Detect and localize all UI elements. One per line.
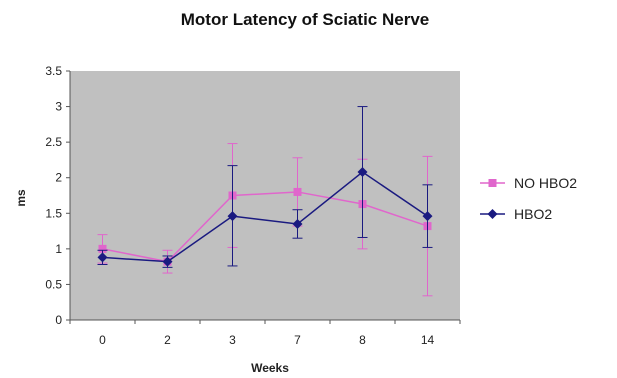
y-tick-label: 2.5: [45, 135, 62, 149]
legend: NO HBO2 HBO2: [480, 175, 577, 222]
x-tick-label: 2: [164, 333, 171, 347]
y-axis-label: ms: [14, 189, 28, 207]
series-layer: [97, 106, 433, 297]
data-point: [227, 211, 238, 222]
y-tick-label: 0: [55, 313, 62, 327]
y-tick-label: 3: [55, 100, 62, 114]
y-tick-label: 1.5: [45, 206, 62, 220]
x-tick-label: 7: [294, 333, 301, 347]
data-point: [357, 167, 368, 178]
legend-label: HBO2: [514, 206, 552, 222]
x-tick-label: 14: [421, 333, 435, 347]
y-tick-label: 3.5: [45, 64, 62, 78]
legend-item: NO HBO2: [480, 175, 577, 191]
chart-title: Motor Latency of Sciatic Nerve: [181, 10, 429, 29]
data-point: [292, 218, 303, 229]
x-tick-label: 8: [359, 333, 366, 347]
legend-item: HBO2: [480, 206, 552, 222]
legend-label: NO HBO2: [514, 175, 577, 191]
x-axis-label: Weeks: [251, 361, 289, 375]
x-tick-label: 3: [229, 333, 236, 347]
data-point: [162, 256, 173, 267]
y-axis: 0 0.5 1 1.5 2 2.5 3 3.5: [45, 64, 70, 327]
y-tick-label: 2: [55, 171, 62, 185]
data-point: [98, 244, 107, 253]
data-point: [97, 252, 108, 263]
plot-area: [70, 71, 460, 320]
x-tick-label: 0: [99, 333, 106, 347]
y-tick-label: 0.5: [45, 277, 62, 291]
data-point: [422, 211, 433, 222]
series-hbo2: [97, 106, 433, 268]
legend-marker: [488, 179, 497, 187]
series-line: [102, 171, 428, 263]
y-tick-label: 1: [55, 242, 62, 256]
data-point: [293, 187, 302, 196]
legend-marker: [487, 209, 498, 219]
x-axis: 0 2 3 7 8 14: [69, 320, 461, 347]
series-line: [102, 191, 428, 263]
